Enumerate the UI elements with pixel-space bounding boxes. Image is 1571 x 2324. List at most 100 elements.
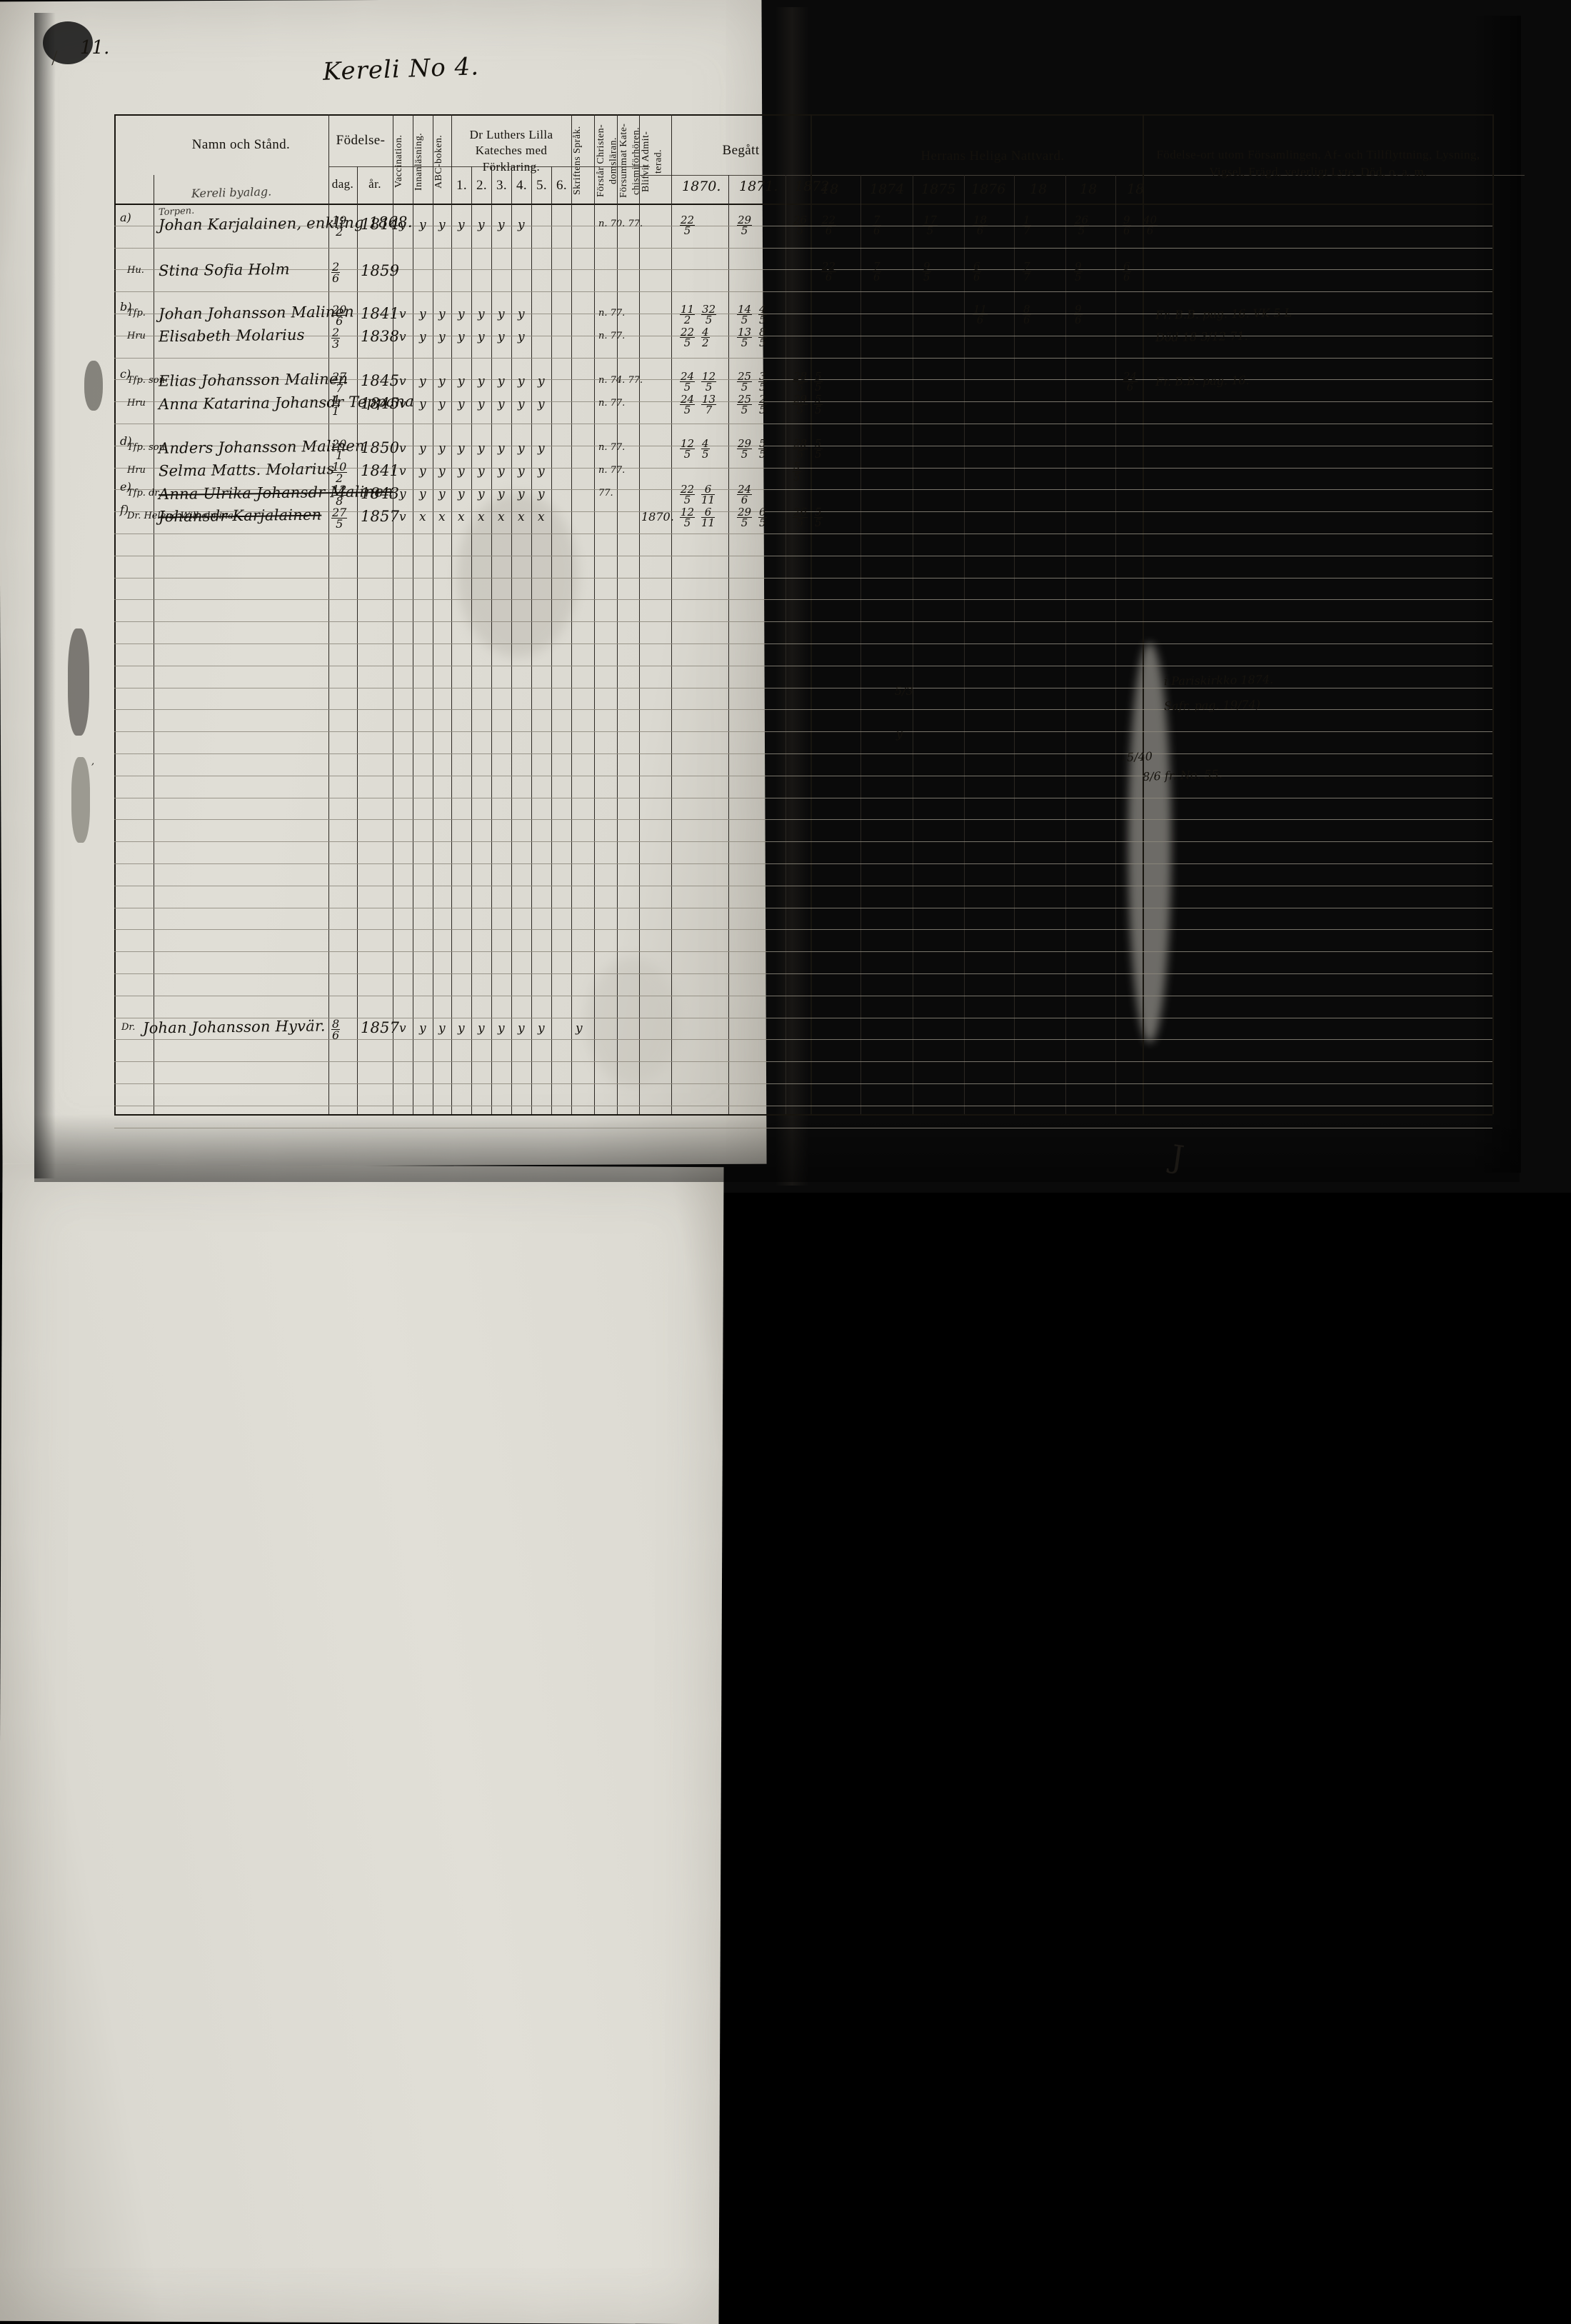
begatt-entry: 24 5 — [680, 370, 696, 394]
skill-check-mark: x — [478, 510, 485, 524]
stray-mark: y — [896, 727, 903, 741]
grid-line — [471, 166, 472, 1114]
grid-line — [451, 114, 452, 1114]
skill-check-mark: y — [458, 464, 465, 479]
begatt-entry: 29 5 — [793, 393, 808, 417]
forsummat-note: n. 70. 77. — [598, 219, 643, 229]
margin-note: Safr. pag. 19/74) — [1163, 697, 1261, 713]
skill-check-mark: v — [399, 374, 406, 389]
bottom-row-check-mark: y — [438, 1021, 446, 1036]
skill-check-mark: x — [518, 510, 525, 524]
header-katekes-3: 3. — [496, 178, 508, 193]
begatt-entry: 28 5 — [793, 437, 808, 461]
skill-check-mark: x — [538, 510, 545, 524]
skill-check-mark: y — [419, 307, 426, 321]
right-page — [0, 1163, 724, 2324]
year-header-1874: 1874 — [870, 181, 905, 197]
birth-day: 19 2 — [331, 214, 348, 239]
begatt-entry: 26 5 — [793, 506, 808, 530]
header-katekes-4: 4. — [516, 178, 528, 193]
skill-check-mark: y — [419, 218, 426, 232]
header-katekes-2: 2. — [476, 178, 488, 193]
forsummat-note: n. 74. 77. — [598, 375, 643, 386]
header-katekes-group: Dr Luthers Lilla Kateches med Förklaring… — [469, 128, 553, 174]
begatt-entry: 13 7 — [701, 393, 717, 417]
register-name: Johansdr Karjalainen — [158, 506, 322, 526]
bottom-curl-mark: J — [1168, 1138, 1187, 1176]
bottom-row-check-mark: y — [478, 1021, 485, 1036]
forsummat-note: n. 77. — [598, 331, 626, 341]
skill-check-mark: y — [478, 464, 485, 479]
row-rule — [114, 358, 1492, 359]
bottom-row-check-mark: v — [399, 1021, 406, 1036]
bottom-row-prefix: Dr. — [121, 1022, 136, 1033]
row-marker: e) — [120, 480, 131, 494]
begatt-entry: 24 5 — [680, 393, 696, 417]
stray-mark: , — [91, 756, 95, 767]
row-marker: f) — [120, 503, 129, 516]
skill-check-mark: v — [399, 464, 406, 479]
skill-check-mark: y — [419, 487, 426, 501]
grid-line — [594, 114, 595, 1114]
grid-line — [114, 1114, 1492, 1116]
year-header-blank-2: 18 — [1080, 181, 1098, 197]
row-rule — [114, 401, 1492, 402]
header-notes-col: Födelse-ort utom Församlingen, Af- och T… — [1156, 148, 1480, 179]
header-vaccination: Vaccination. — [393, 134, 404, 189]
skill-check-mark: y — [438, 441, 446, 456]
skill-check-mark: y — [458, 307, 465, 321]
begatt-entry: 11 2 — [680, 303, 696, 327]
folio-number: 11. — [80, 37, 110, 59]
header-name-col: Namn och Stånd. — [191, 137, 291, 152]
grid-line — [1065, 175, 1066, 1114]
register-name: Selma Matts. Molarius — [158, 460, 335, 480]
grid-line — [511, 166, 512, 1114]
skill-check-mark: y — [458, 330, 465, 344]
row-status-prefix: Hru — [127, 465, 146, 476]
begatt-entry: 24 6 — [737, 483, 753, 507]
grid-line — [551, 166, 552, 1114]
row-status-prefix: Tfp. — [127, 308, 146, 319]
row-rule — [114, 951, 1492, 952]
grid-line — [114, 114, 1492, 116]
forsummat-note: n. 77. — [598, 442, 626, 453]
birth-day: 27 7 — [331, 370, 348, 396]
row-marker: b) — [120, 300, 132, 314]
birth-year: 1845 — [361, 372, 400, 389]
skill-check-mark: y — [399, 487, 406, 501]
skill-check-mark: y — [419, 441, 426, 456]
birth-day: 12 8 — [331, 483, 348, 509]
header-skriftens-sprak: Skriftens Språk. — [572, 126, 583, 196]
grid-line — [860, 175, 861, 1114]
row-rule — [114, 929, 1492, 930]
margin-note: i Pariskirkko 1874. — [1163, 672, 1274, 688]
year-header-1872: 1872. — [795, 179, 834, 194]
margin-note: 8/6 fr. No. 55. — [1142, 767, 1223, 783]
grid-line — [1143, 114, 1144, 1114]
begatt-entry: 29 5 — [737, 506, 753, 530]
skill-check-mark: v — [399, 397, 406, 411]
skill-check-mark: y — [538, 487, 545, 501]
grid-line — [443, 166, 650, 167]
birth-year: 1841 — [361, 305, 400, 322]
grid-line — [328, 166, 450, 167]
row-rule — [114, 291, 1492, 292]
header-innanlasning: Innanläsning. — [413, 132, 424, 191]
skill-check-mark: y — [458, 397, 465, 411]
skill-check-mark: x — [419, 510, 426, 524]
nattvard-entry: 17 5 — [923, 214, 938, 238]
nattvard-entry: 40 6 — [1143, 214, 1158, 238]
nattvard-entry: 22 6 — [821, 214, 837, 238]
row-rule — [114, 578, 1492, 579]
